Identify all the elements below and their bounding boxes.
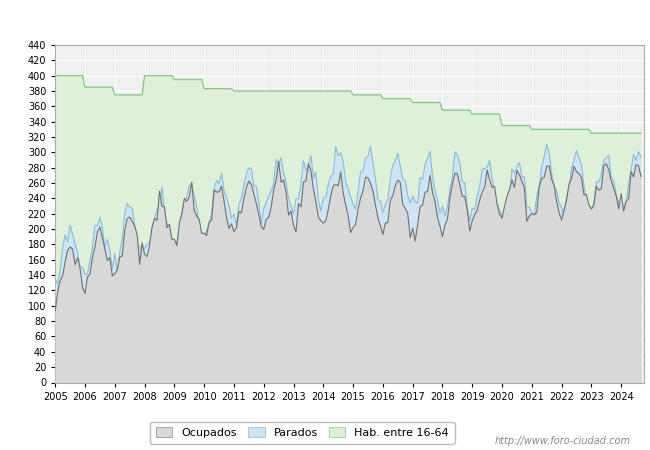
Legend: Ocupados, Parados, Hab. entre 16-64: Ocupados, Parados, Hab. entre 16-64 bbox=[150, 422, 454, 444]
Text: http://www.foro-ciudad.com: http://www.foro-ciudad.com bbox=[495, 436, 630, 446]
Text: Vega de Valcarce - Evolucion de la poblacion en edad de Trabajar Septiembre de 2: Vega de Valcarce - Evolucion de la pobla… bbox=[79, 16, 571, 27]
